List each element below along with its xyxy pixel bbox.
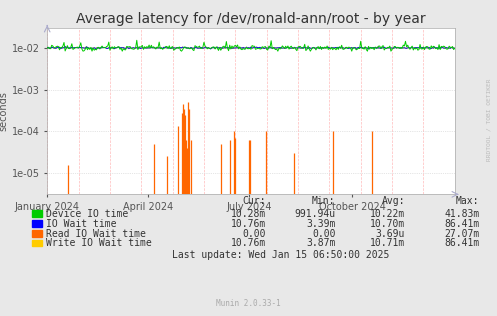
Text: Device IO time: Device IO time bbox=[46, 209, 128, 219]
Text: Read IO Wait time: Read IO Wait time bbox=[46, 228, 146, 239]
Text: 991.94u: 991.94u bbox=[294, 209, 335, 219]
Text: Max:: Max: bbox=[456, 196, 480, 206]
Y-axis label: seconds: seconds bbox=[0, 91, 9, 131]
Text: Write IO Wait time: Write IO Wait time bbox=[46, 238, 152, 248]
Text: 10.70m: 10.70m bbox=[370, 219, 405, 229]
Text: 27.07m: 27.07m bbox=[444, 228, 480, 239]
Text: Cur:: Cur: bbox=[243, 196, 266, 206]
Text: 3.69u: 3.69u bbox=[376, 228, 405, 239]
Text: 3.87m: 3.87m bbox=[306, 238, 335, 248]
Text: 10.76m: 10.76m bbox=[231, 219, 266, 229]
Text: 86.41m: 86.41m bbox=[444, 219, 480, 229]
Text: RRDTOOL / TOBI OETIKER: RRDTOOL / TOBI OETIKER bbox=[486, 79, 491, 161]
Text: Min:: Min: bbox=[312, 196, 335, 206]
Text: 3.39m: 3.39m bbox=[306, 219, 335, 229]
Title: Average latency for /dev/ronald-ann/root - by year: Average latency for /dev/ronald-ann/root… bbox=[76, 12, 426, 26]
Text: 41.83m: 41.83m bbox=[444, 209, 480, 219]
Text: IO Wait time: IO Wait time bbox=[46, 219, 116, 229]
Text: 10.28m: 10.28m bbox=[231, 209, 266, 219]
Text: 0.00: 0.00 bbox=[243, 228, 266, 239]
Text: Munin 2.0.33-1: Munin 2.0.33-1 bbox=[216, 299, 281, 308]
Text: Last update: Wed Jan 15 06:50:00 2025: Last update: Wed Jan 15 06:50:00 2025 bbox=[172, 250, 390, 260]
Text: 86.41m: 86.41m bbox=[444, 238, 480, 248]
Text: 0.00: 0.00 bbox=[312, 228, 335, 239]
Text: 10.76m: 10.76m bbox=[231, 238, 266, 248]
Text: Avg:: Avg: bbox=[382, 196, 405, 206]
Text: 10.71m: 10.71m bbox=[370, 238, 405, 248]
Text: 10.22m: 10.22m bbox=[370, 209, 405, 219]
